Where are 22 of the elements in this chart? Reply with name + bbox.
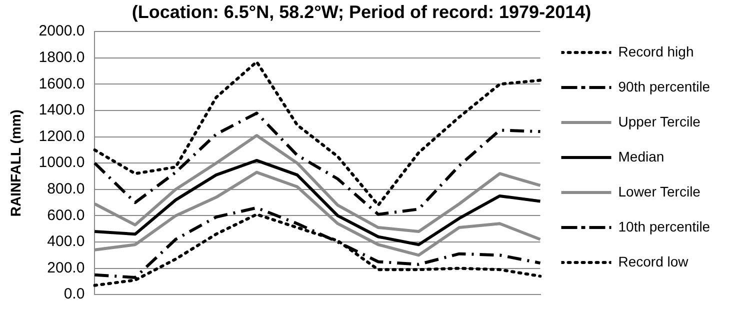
line-series — [93, 60, 542, 207]
legend-label: Upper Tercile — [618, 113, 701, 130]
y-tick-label: 2000.0 — [38, 22, 85, 40]
y-tick-label: 0.0 — [64, 286, 85, 303]
legend-label: 10th percentile — [618, 218, 710, 234]
y-axis-title: RAINFALL (mm) — [7, 110, 24, 217]
y-tick-label: 1800.0 — [38, 49, 85, 66]
y-tick-label: 800.0 — [47, 180, 85, 198]
y-tick-label: 1000.0 — [38, 154, 85, 172]
legend-label: Lower Tercile — [618, 183, 701, 200]
y-tick-label: 600.0 — [47, 206, 85, 224]
y-tick-label: 200.0 — [47, 259, 85, 276]
y-tick-label: 1400.0 — [38, 102, 85, 119]
legend-label: 90th percentile — [618, 78, 710, 94]
legend-label: Record low — [618, 253, 690, 270]
y-tick-label: 1200.0 — [38, 128, 85, 145]
line-series — [93, 112, 542, 216]
legend-label: Record high — [618, 43, 694, 60]
chart-title: (Location: 6.5°N, 58.2°W; Period of record: 1979-2014) — [132, 2, 592, 22]
y-tick-label: 400.0 — [47, 233, 85, 250]
legend-label: Median — [618, 148, 664, 164]
y-tick-label: 1600.0 — [38, 75, 85, 92]
